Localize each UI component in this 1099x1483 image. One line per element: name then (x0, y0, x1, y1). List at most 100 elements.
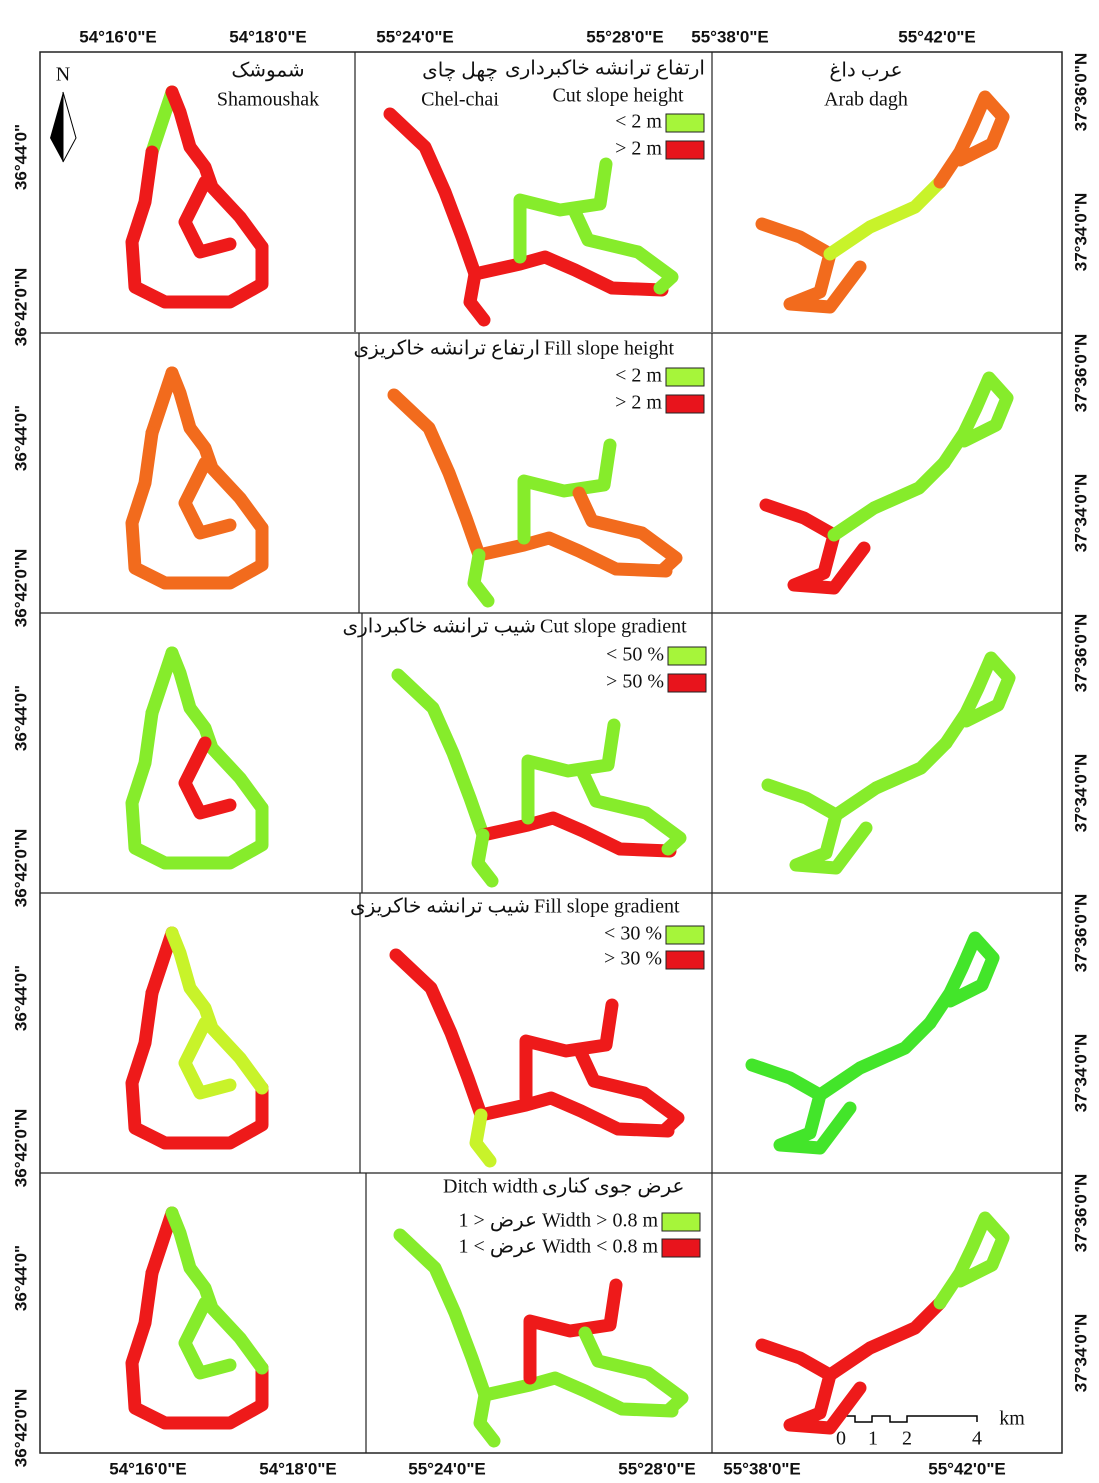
legend-swatch (668, 674, 706, 692)
top-coordinate: 55°24'0"E (376, 27, 454, 46)
road-segment (930, 938, 993, 1023)
road-segment (940, 1218, 1003, 1303)
map-panel-row (132, 933, 993, 1161)
north-label: N (56, 64, 70, 86)
column-name-en: Shamoushak (217, 89, 319, 111)
legend-title-fa: عرض جوی کناری (542, 1176, 684, 1198)
bottom-coordinate: 55°24'0"E (408, 1459, 486, 1478)
road-segment (830, 1303, 940, 1375)
right-coordinate: 37°34'0"N (1071, 754, 1090, 832)
scale-unit: km (999, 1408, 1025, 1430)
scale-label: 4 (972, 1428, 982, 1450)
legend-swatch (668, 647, 706, 665)
road-segment (479, 538, 666, 571)
road-segment (474, 555, 488, 601)
road-segment (820, 1023, 930, 1095)
top-coordinate: 54°16'0"E (79, 27, 157, 46)
legend-swatch (666, 141, 704, 159)
legend-label: 1 > عرض Width > 0.8 m (459, 1210, 659, 1232)
road-segment (476, 1115, 490, 1161)
legend-swatch (662, 1239, 700, 1257)
road-segment (946, 658, 1009, 743)
legend-label: > 50 % (606, 671, 664, 693)
legend-swatch (666, 368, 704, 386)
top-coordinate: 55°42'0"E (898, 27, 976, 46)
road-segment (830, 182, 940, 254)
legend-title-fa: ارتفاع ترانشه خاکریزی (354, 338, 540, 360)
legend-swatch (666, 395, 704, 413)
right-coordinate: 37°36'0"N (1071, 614, 1090, 692)
column-name-fa: چهل چای (422, 60, 498, 82)
road-segment (475, 257, 662, 290)
legend-label: < 30 % (604, 923, 662, 945)
legend-label: 1 < عرض Width < 0.8 m (459, 1236, 659, 1258)
legend-label: > 2 m (615, 138, 662, 160)
legend-title-fa: شیب ترانشه خاکریزی (350, 896, 530, 918)
left-coordinate: 36°44'0" (11, 965, 30, 1031)
right-coordinate: 37°34'0"N (1071, 1034, 1090, 1112)
road-segment (836, 743, 946, 815)
left-coordinate: 36°42'0"N (11, 549, 30, 627)
bottom-coordinate: 55°42'0"E (928, 1459, 1006, 1478)
north-arrow: N (50, 64, 76, 162)
road-segment (480, 1395, 494, 1441)
left-coordinate: 36°44'0" (11, 405, 30, 471)
right-coordinate: 37°36'0"N (1071, 1174, 1090, 1252)
legend-label: < 2 m (615, 111, 662, 133)
legend-title-en: Ditch width (443, 1176, 538, 1198)
column-name-en: Chel-chai (421, 89, 499, 111)
road-segment (398, 675, 483, 835)
left-coordinate: 36°42'0"N (11, 268, 30, 346)
bottom-coordinate: 54°18'0"E (259, 1459, 337, 1478)
road-segment (390, 114, 475, 274)
right-coordinate: 37°36'0"N (1071, 53, 1090, 131)
bottom-coordinate: 55°28'0"E (618, 1459, 696, 1478)
road-segment (481, 1098, 668, 1131)
top-coordinate: 55°38'0"E (691, 27, 769, 46)
right-coordinate: 37°34'0"N (1071, 1314, 1090, 1392)
right-coordinate: 37°36'0"N (1071, 334, 1090, 412)
road-segment (400, 1235, 485, 1395)
road-segment (944, 378, 1007, 463)
map-panel-row (132, 92, 1003, 320)
legend-title-en: Fill slope gradient (534, 896, 680, 918)
left-coordinate: 36°42'0"N (11, 829, 30, 907)
left-coordinate: 36°42'0"N (11, 1389, 30, 1467)
road-segment (478, 835, 492, 881)
legend-title-fa: شیب ترانشه خاکبرداری (342, 616, 536, 638)
legend-label: < 2 m (615, 365, 662, 387)
legend-title-fa: ارتفاع ترانشه خاکبرداری (505, 58, 705, 80)
road-segment (940, 97, 1003, 182)
legend-swatch (662, 1213, 700, 1231)
legend-title-en: Cut slope gradient (540, 616, 687, 638)
top-coordinate: 54°18'0"E (229, 27, 307, 46)
road-segment (483, 818, 670, 851)
legend-title-en: Fill slope height (544, 338, 674, 360)
right-coordinate: 37°34'0"N (1071, 193, 1090, 271)
legend-swatch (666, 114, 704, 132)
column-name-fa: شموشک (231, 60, 304, 82)
legend-swatch (666, 951, 704, 969)
top-coordinate: 55°28'0"E (586, 27, 664, 46)
right-coordinate: 37°34'0"N (1071, 474, 1090, 552)
road-segment (396, 955, 481, 1115)
scale-label: 1 (868, 1428, 878, 1450)
left-coordinate: 36°44'0" (11, 685, 30, 751)
column-name-fa: عرب داغ (829, 60, 902, 82)
legend-swatch (666, 926, 704, 944)
legend-label: > 30 % (604, 948, 662, 970)
road-segment (394, 395, 479, 555)
scale-bar (837, 1416, 977, 1422)
right-coordinate: 37°36'0"N (1071, 894, 1090, 972)
left-coordinate: 36°42'0"N (11, 1109, 30, 1187)
legend-label: > 2 m (615, 392, 662, 414)
scale-label: 0 (836, 1428, 846, 1450)
road-segment (485, 1378, 672, 1411)
map-panel-row (132, 653, 1009, 881)
figure: N 54°16'0"E 54°16'0"E 54°18'0"E 54°18'0"E 55… (0, 0, 1099, 1483)
bottom-coordinate: 54°16'0"E (109, 1459, 187, 1478)
road-segment (834, 463, 944, 535)
road-segment (470, 274, 484, 320)
scale-label: 2 (902, 1428, 912, 1450)
map-panel-row (132, 373, 1007, 601)
